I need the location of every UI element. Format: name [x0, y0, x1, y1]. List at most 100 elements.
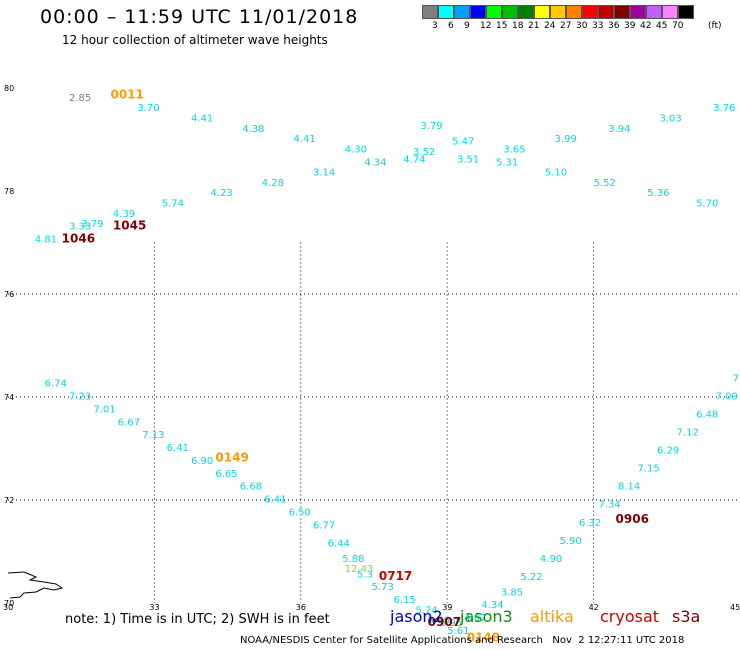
legend-tick-label: 45	[656, 21, 668, 31]
pass-time-label: 0906	[616, 512, 649, 526]
longitude-tick-label: 45	[730, 603, 740, 612]
wave-height-label: 6.74	[45, 379, 67, 390]
wave-height-label: 7.12	[677, 428, 699, 439]
legend-swatch	[614, 5, 630, 19]
wave-height-label: 6.44	[328, 538, 350, 549]
legend-swatch	[550, 5, 566, 19]
coastline-path	[7, 571, 64, 599]
legend-tick-label: 42	[640, 21, 652, 31]
wave-height-label: 5.47	[452, 137, 474, 148]
wave-height-label: 5.95	[440, 618, 462, 629]
legend-swatch	[518, 5, 534, 19]
wave-height-label: 5.70	[696, 198, 718, 209]
wave-height-label: 2.85	[69, 93, 91, 104]
map-title: 00:00 – 11:59 UTC 11/01/2018	[40, 6, 359, 28]
longitude-tick-label: 36	[296, 603, 306, 612]
wave-height-label: 3.99	[555, 134, 577, 145]
wave-height-label: 4.74	[403, 155, 425, 166]
wave-height-label: 5.61	[447, 626, 469, 637]
legend-swatch	[598, 5, 614, 19]
legend-swatch	[502, 5, 518, 19]
wave-height-label: 3.76	[713, 103, 735, 114]
wave-height-label: 4.41	[191, 113, 213, 124]
longitude-tick-label: 33	[149, 603, 159, 612]
legend-swatch	[646, 5, 662, 19]
wave-height-label: 7.31	[733, 374, 740, 385]
legend-tick-label: 9	[464, 21, 470, 31]
wave-height-label: 4.90	[540, 554, 562, 565]
pass-time-label: 0717	[379, 569, 412, 583]
legend-tick-label: 12	[480, 21, 492, 31]
pass-time-label: 0149	[215, 450, 248, 464]
legend-swatch	[534, 5, 550, 19]
wave-height-label: 3.03	[659, 113, 681, 124]
satellite-name: cryosat	[600, 607, 660, 626]
credit-text: NOAA/NESDIS Center for Satellite Applica…	[240, 635, 543, 646]
legend-tick-label: 15	[496, 21, 508, 31]
legend-labels: 3 6 9 12 15 18 21 24 27 30 33 36 39 42 45 70 (ft)	[422, 19, 740, 31]
wave-height-label: 4.28	[262, 178, 284, 189]
satellite-name: jason3	[460, 607, 513, 626]
pass-time-label: 0011	[110, 87, 143, 101]
wave-height-label: 7.13	[142, 430, 164, 441]
legend-tick-label: 27	[560, 21, 572, 31]
legend-tick-label: 3	[432, 21, 438, 31]
pass-time-label: 0907	[428, 615, 461, 629]
wave-height-label: 6.67	[118, 417, 140, 428]
legend-tick-label: 30	[576, 21, 588, 31]
wave-height-label: 7.15	[638, 464, 660, 475]
legend-tick-label: 18	[512, 21, 524, 31]
generated-timestamp: Nov 2 12:27:11 UTC 2018	[552, 635, 685, 646]
legend-tick-label: 39	[624, 21, 636, 31]
wave-height-label: 5.88	[342, 554, 364, 565]
wave-height-label: 6.41	[264, 495, 286, 506]
wave-height-label: 3.85	[501, 587, 523, 598]
wave-height-label: 6.68	[240, 482, 262, 493]
legend-swatch	[662, 5, 678, 19]
wave-height-label: 3.52	[413, 147, 435, 158]
legend-tick-label: 21	[528, 21, 540, 31]
wave-height-label: 7.34	[598, 500, 620, 511]
latitude-tick-label: 72	[4, 496, 14, 505]
latitude-tick-label: 78	[4, 187, 14, 196]
legend-tick-label: 36	[608, 21, 620, 31]
wave-height-label: 4.23	[211, 188, 233, 199]
wave-height-label: 3.94	[608, 124, 630, 135]
satellite-name: s3a	[672, 607, 701, 626]
wave-height-label: 4.81	[35, 235, 57, 246]
wave-height-label: 4.30	[345, 144, 367, 155]
wave-height-label: 5.31	[496, 157, 518, 168]
wave-height-label: 12.43	[345, 564, 374, 575]
satellite-name: jason2	[390, 607, 443, 626]
wave-height-label: 5.22	[520, 572, 542, 583]
coastline	[7, 571, 64, 599]
wave-height-label: 4.39	[113, 209, 135, 220]
wave-height-label: 6.15	[394, 595, 416, 606]
wave-height-label: 4.07	[464, 613, 486, 624]
wave-height-label: 3.79	[81, 219, 103, 230]
legend-swatch	[630, 5, 646, 19]
legend-swatch	[582, 5, 598, 19]
wave-height-label: 3.33	[69, 222, 91, 233]
longitude-tick-label: 30	[3, 603, 13, 612]
legend-swatch	[470, 5, 486, 19]
legend-unit: (ft)	[708, 21, 722, 31]
latitude-tick-label: 80	[4, 84, 14, 93]
wave-height-label: 5.52	[594, 178, 616, 189]
legend-tick-label: 33	[592, 21, 604, 31]
pass-time-label: 0148	[467, 631, 500, 645]
wave-height-label: 8.14	[618, 482, 640, 493]
wave-height-label: 5.10	[545, 168, 567, 179]
legend-swatch	[678, 5, 694, 19]
wave-height-label: 5.74	[415, 605, 437, 616]
wave-height-label: 3.14	[313, 168, 335, 179]
color-legend: 3 6 9 12 15 18 21 24 27 30 33 36 39 42 45 70 (ft)	[422, 5, 740, 31]
latitude-tick-label: 74	[4, 393, 14, 402]
legend-swatches	[422, 5, 740, 19]
wave-height-label: 3.65	[503, 144, 525, 155]
wave-height-label: 5.36	[647, 188, 669, 199]
legend-tick-label: 70	[672, 21, 684, 31]
latitude-tick-label: 76	[4, 290, 14, 299]
graticule	[8, 242, 740, 603]
